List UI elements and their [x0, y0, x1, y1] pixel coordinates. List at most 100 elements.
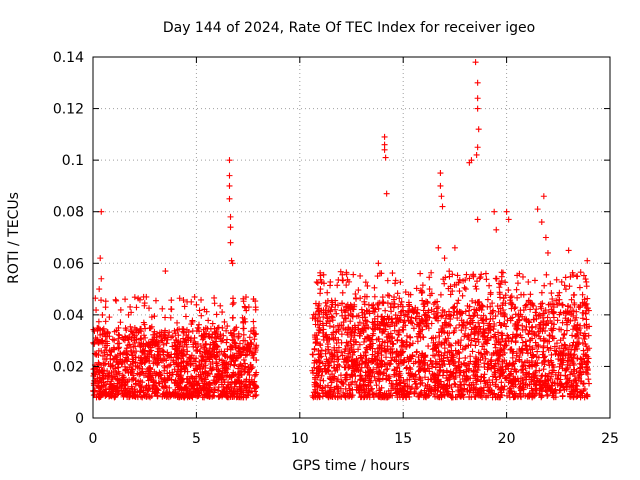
- data-point: [413, 315, 420, 322]
- data-point: [357, 372, 364, 379]
- data-point: [435, 303, 442, 310]
- data-point: [381, 146, 388, 153]
- data-point: [138, 336, 145, 343]
- data-point: [107, 355, 114, 362]
- data-point: [312, 300, 319, 307]
- data-point: [397, 386, 404, 393]
- data-point: [91, 340, 98, 347]
- data-point: [394, 337, 401, 344]
- data-point: [570, 272, 577, 279]
- data-point: [498, 379, 505, 386]
- data-point: [420, 334, 427, 341]
- data-point: [226, 182, 233, 189]
- data-point: [565, 358, 572, 365]
- data-point: [397, 379, 404, 386]
- data-point: [340, 325, 347, 332]
- data-point: [247, 328, 254, 335]
- data-point: [122, 366, 129, 373]
- data-point: [235, 365, 242, 372]
- data-point: [381, 328, 388, 335]
- data-point: [198, 352, 205, 359]
- data-point: [447, 291, 454, 298]
- data-point: [133, 304, 140, 311]
- data-point: [575, 304, 582, 311]
- data-point: [226, 195, 233, 202]
- data-point: [342, 385, 349, 392]
- data-point: [516, 390, 523, 397]
- data-point: [497, 322, 504, 329]
- data-point: [218, 388, 225, 395]
- data-point: [252, 304, 259, 311]
- data-point: [568, 296, 575, 303]
- data-point: [573, 379, 580, 386]
- data-point: [492, 369, 499, 376]
- data-point: [492, 313, 499, 320]
- data-point: [443, 367, 450, 374]
- data-point: [388, 357, 395, 364]
- data-point: [96, 286, 103, 293]
- data-point: [556, 311, 563, 318]
- data-point: [195, 380, 202, 387]
- data-point: [511, 305, 518, 312]
- data-point: [240, 356, 247, 363]
- data-point: [574, 339, 581, 346]
- data-point: [358, 385, 365, 392]
- data-point: [190, 391, 197, 398]
- data-point: [315, 392, 322, 399]
- data-point: [192, 379, 199, 386]
- data-point: [378, 348, 385, 355]
- data-point: [456, 288, 463, 295]
- data-point: [541, 282, 548, 289]
- data-point: [116, 350, 123, 357]
- data-point: [355, 346, 362, 353]
- data-point: [474, 95, 481, 102]
- data-point: [394, 364, 401, 371]
- data-point: [515, 322, 522, 329]
- data-point: [423, 322, 430, 329]
- data-point: [119, 351, 126, 358]
- data-point: [583, 324, 590, 331]
- data-point: [481, 351, 488, 358]
- data-point: [406, 333, 413, 340]
- data-point: [413, 380, 420, 387]
- data-point: [97, 394, 104, 401]
- data-point: [567, 371, 574, 378]
- data-point: [351, 301, 358, 308]
- data-point: [458, 327, 465, 334]
- data-point: [338, 378, 345, 385]
- data-point: [131, 332, 138, 339]
- data-point: [238, 393, 245, 400]
- data-point: [131, 294, 138, 301]
- data-point: [366, 373, 373, 380]
- data-point: [170, 390, 177, 397]
- data-point: [227, 224, 234, 231]
- data-point: [484, 296, 491, 303]
- data-point: [350, 271, 357, 278]
- data-point: [122, 334, 129, 341]
- data-point: [396, 327, 403, 334]
- data-point: [219, 393, 226, 400]
- data-point: [227, 329, 234, 336]
- data-point: [125, 369, 132, 376]
- data-point: [429, 371, 436, 378]
- data-point: [437, 170, 444, 177]
- data-point: [538, 373, 545, 380]
- data-point: [481, 378, 488, 385]
- data-point: [530, 373, 537, 380]
- data-point: [162, 268, 169, 275]
- data-point: [175, 363, 182, 370]
- data-point: [180, 297, 187, 304]
- data-point: [161, 335, 168, 342]
- data-point: [474, 216, 481, 223]
- data-point: [373, 368, 380, 375]
- data-point: [183, 332, 190, 339]
- data-point: [106, 314, 113, 321]
- data-point: [196, 307, 203, 314]
- data-point: [243, 385, 250, 392]
- data-point: [349, 386, 356, 393]
- data-point: [554, 375, 561, 382]
- data-point: [328, 304, 335, 311]
- data-point: [425, 307, 432, 314]
- data-point: [522, 302, 529, 309]
- data-point: [556, 363, 563, 370]
